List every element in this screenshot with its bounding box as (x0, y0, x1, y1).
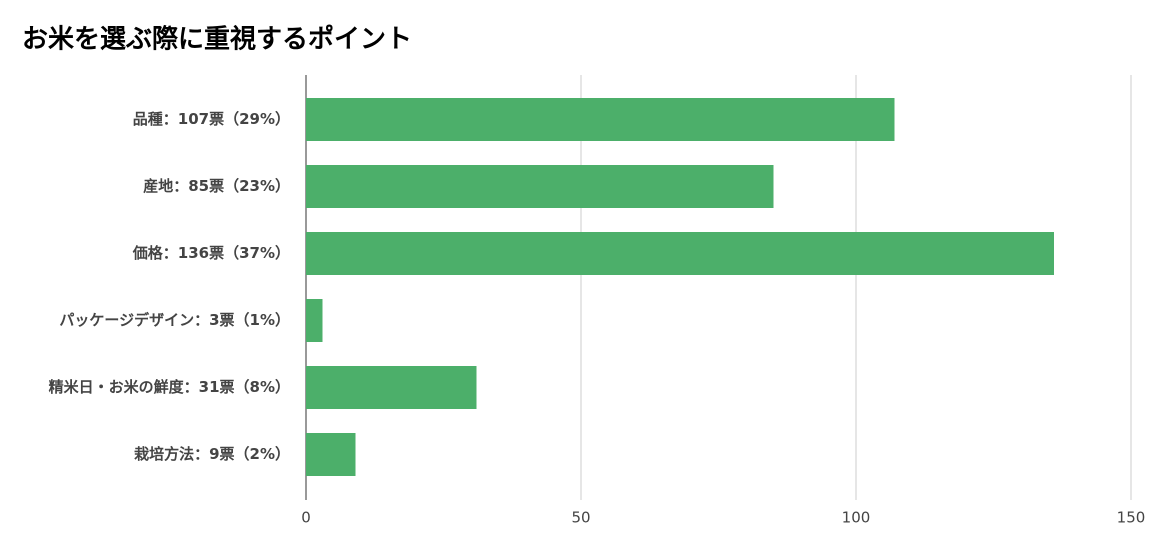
bar (306, 98, 895, 141)
x-tick-label: 150 (1117, 509, 1146, 527)
bar (306, 299, 323, 342)
y-tick-label: 産地：85票（23%） (143, 177, 290, 195)
x-tick-label: 100 (842, 509, 871, 527)
bar (306, 366, 477, 409)
bar (306, 433, 356, 476)
x-tick-label: 0 (301, 509, 311, 527)
y-tick-label: パッケージデザイン：3票（1%） (59, 311, 290, 329)
y-tick-label: 栽培方法：9票（2%） (134, 445, 290, 463)
y-tick-label: 価格：136票（37%） (132, 244, 290, 262)
chart-title: お米を選ぶ際に重視するポイント (22, 24, 412, 55)
x-tick-label: 50 (571, 509, 590, 527)
bar (306, 165, 774, 208)
y-tick-label: 品種：107票（29%） (133, 110, 290, 128)
y-tick-label: 精米日・お米の鮮度：31票（8%） (49, 378, 290, 396)
bar (306, 232, 1054, 275)
